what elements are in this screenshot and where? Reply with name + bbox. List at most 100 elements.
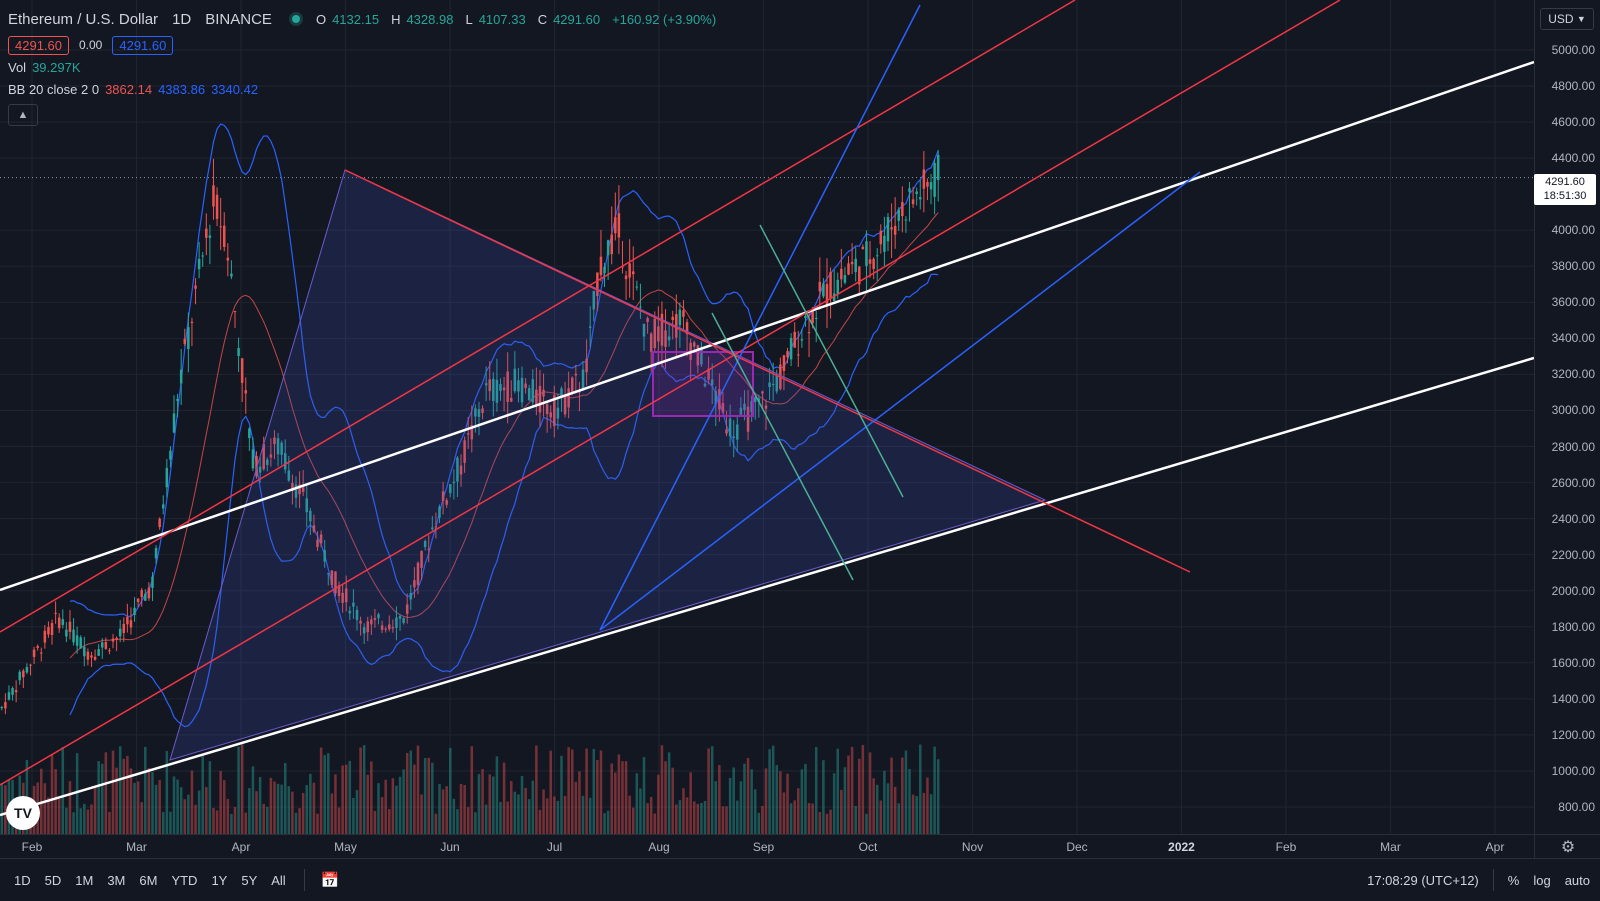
chevron-down-icon: ▼: [1576, 14, 1586, 24]
range-button[interactable]: 1M: [75, 872, 94, 888]
candle-body: [847, 263, 850, 275]
volume-bar: [251, 766, 255, 834]
volume-bar: [915, 796, 918, 834]
volume-bar: [115, 767, 118, 834]
candle-body: [836, 279, 840, 294]
range-button[interactable]: 5D: [44, 872, 62, 888]
volume-bar: [671, 767, 674, 834]
chevron-up-icon[interactable]: ▲: [8, 104, 38, 126]
volume-bar: [814, 747, 818, 834]
volume-bar: [782, 792, 786, 834]
clock-label[interactable]: 17:08:29 (UTC+12): [1367, 872, 1479, 888]
time-axis[interactable]: Feb Mar Apr May Jun Jul Aug Sep Oct Nov Dec 2022 Feb…: [0, 834, 1534, 859]
candle-body: [854, 258, 857, 273]
candle-body: [901, 202, 904, 217]
candle-body: [420, 551, 423, 568]
price-tick-label: 1200.00: [1551, 727, 1595, 742]
candle-body: [545, 404, 549, 415]
volume-bar: [287, 786, 291, 834]
tradingview-logo[interactable]: TV: [6, 796, 40, 830]
sell-price-box[interactable]: 4291.60: [8, 35, 69, 55]
candle-body: [488, 379, 491, 392]
gear-icon[interactable]: ⚙: [1534, 834, 1600, 859]
volume-bar: [240, 744, 244, 834]
range-button[interactable]: 1D: [14, 872, 31, 888]
volume-bar: [588, 797, 592, 834]
range-button[interactable]: YTD: [171, 872, 198, 888]
candle-body: [61, 619, 65, 625]
volume-bar: [836, 748, 840, 834]
range-button[interactable]: 5Y: [241, 872, 258, 888]
price-tick-label: 3400.00: [1551, 331, 1595, 346]
bb-legend[interactable]: BB 20 close 2 0 3862.14 4383.86 3340.42: [8, 78, 722, 100]
candle-body: [373, 618, 377, 620]
candle-body: [732, 436, 735, 439]
candle-body: [244, 390, 248, 394]
volume-bar: [337, 807, 341, 834]
volume-bar: [165, 750, 169, 834]
volume-bar: [169, 811, 172, 834]
log-toggle[interactable]: log: [1533, 872, 1551, 888]
candle-body: [868, 259, 872, 264]
volume-bar: [237, 746, 240, 834]
candle-body: [858, 266, 861, 285]
candle-body: [22, 670, 25, 678]
candle-body: [499, 384, 502, 391]
volume-bar: [890, 757, 893, 834]
symbol-name[interactable]: Ethereum / U.S. Dollar: [8, 10, 159, 28]
candle-body: [639, 306, 642, 308]
volume-bar: [294, 812, 298, 834]
volume-legend[interactable]: Vol 39.297K: [8, 56, 722, 78]
candle-body: [563, 395, 567, 415]
candle-body: [750, 401, 753, 413]
buy-price-box[interactable]: 4291.60: [112, 35, 174, 55]
range-button[interactable]: All: [271, 872, 286, 888]
candle-body: [782, 355, 786, 371]
volume-bar: [832, 773, 836, 834]
range-button[interactable]: 3M: [107, 872, 126, 888]
percent-toggle[interactable]: %: [1507, 872, 1520, 888]
candle-body: [366, 621, 370, 633]
candle-body: [427, 548, 430, 550]
volume-bar: [86, 809, 90, 834]
countdown-label: 18:51:30: [1543, 190, 1587, 202]
candle-body: [653, 318, 657, 349]
price-chart[interactable]: [0, 0, 1534, 834]
candle-body: [692, 342, 696, 347]
candle-body: [47, 627, 50, 635]
current-price-tag: 4291.60 18:51:30: [1534, 174, 1596, 205]
volume-bar: [710, 746, 714, 834]
candle-body: [829, 272, 832, 299]
candle-body: [212, 185, 215, 207]
volume-bar: [434, 813, 438, 834]
candle-body: [323, 550, 326, 562]
volume-bar: [936, 759, 940, 834]
volume-bars: [0, 744, 940, 834]
candle-body: [911, 199, 915, 205]
price-tick-label: 4800.00: [1551, 79, 1595, 94]
candle-body: [377, 614, 380, 619]
range-button[interactable]: 1Y: [211, 872, 228, 888]
candle-body: [714, 391, 718, 405]
candle-body: [818, 281, 822, 292]
candle-body: [258, 466, 262, 473]
range-button[interactable]: 6M: [139, 872, 158, 888]
auto-toggle[interactable]: auto: [1564, 872, 1590, 888]
volume-bar: [420, 794, 423, 834]
interval-label[interactable]: 1D: [172, 10, 192, 28]
date-range-icon[interactable]: 📅: [320, 872, 340, 889]
time-tick-label: Apr: [1485, 840, 1505, 854]
volume-bar: [585, 748, 588, 834]
volume-bar: [388, 809, 391, 834]
volume-bar: [362, 745, 366, 834]
currency-button[interactable]: USD ▼: [1540, 8, 1594, 30]
price-axis[interactable]: 5000.00 4800.00 4600.00 4400.00 4000.00 3800.…: [1534, 0, 1600, 846]
volume-bar: [933, 746, 936, 834]
volume-bar: [269, 777, 273, 834]
volume-bar: [703, 800, 707, 834]
volume-bar: [305, 785, 309, 834]
price-tick-label: 800.00: [1558, 800, 1595, 814]
volume-bar: [714, 781, 718, 834]
candle-body: [506, 371, 509, 402]
range-selector: 1D 5D 1M 3M 6M YTD 1Y 5Y All: [0, 873, 286, 888]
